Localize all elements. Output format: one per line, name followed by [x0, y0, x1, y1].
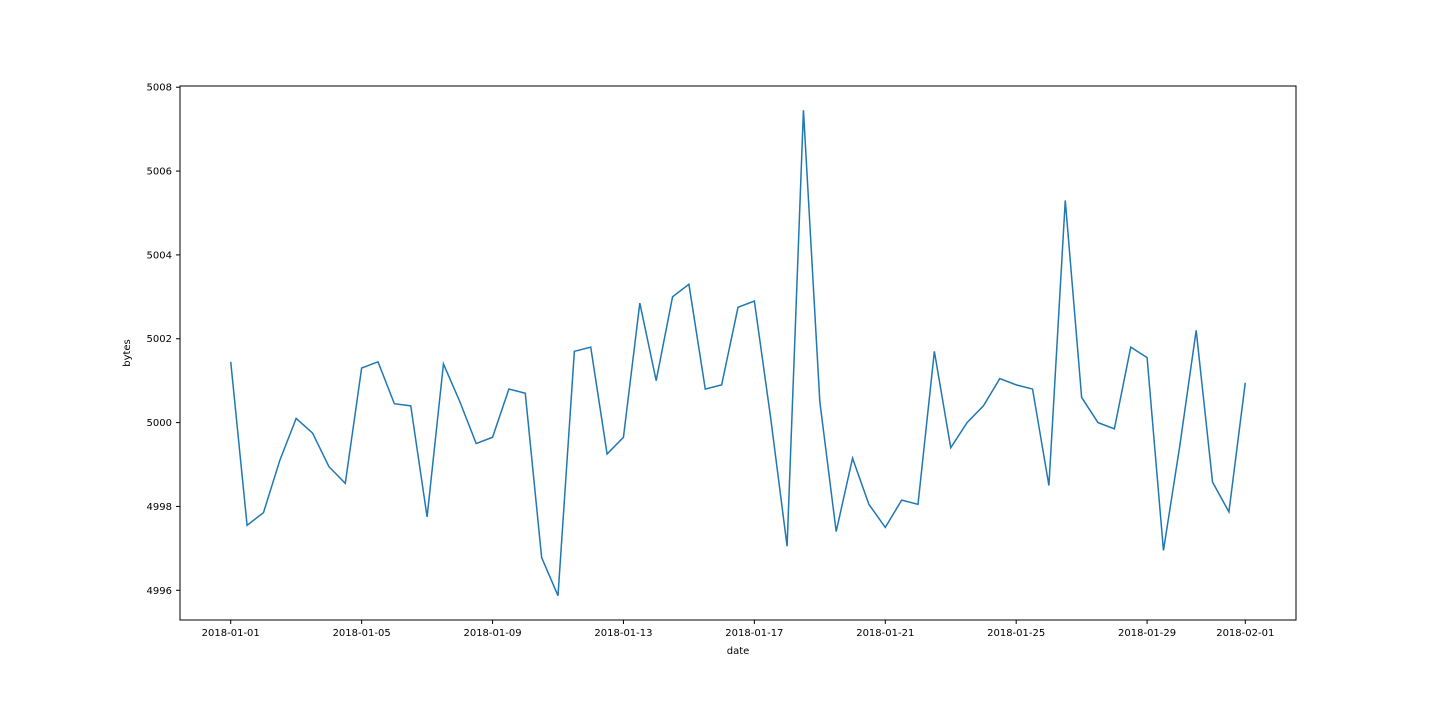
x-tick-label: 2018-01-09 — [463, 628, 521, 639]
y-tick-label: 5000 — [147, 418, 172, 429]
x-tick-label: 2018-01-01 — [202, 628, 260, 639]
x-tick-label: 2018-02-01 — [1216, 628, 1274, 639]
y-tick-label: 5004 — [147, 250, 172, 261]
y-axis-label: bytes — [122, 339, 133, 367]
x-tick-label: 2018-01-25 — [987, 628, 1045, 639]
x-tick-label: 2018-01-29 — [1118, 628, 1176, 639]
x-axis-label: date — [727, 646, 750, 657]
y-tick-label: 5008 — [147, 83, 172, 94]
bytes-series-line — [231, 110, 1246, 595]
y-tick-label: 5006 — [147, 167, 172, 178]
bytes-line-chart: 2018-01-01 2018-01-05 2018-01-09 2018-01-13… — [0, 0, 1440, 720]
plot-border — [180, 86, 1296, 620]
y-tick-label: 4996 — [147, 586, 172, 597]
x-tick-label: 2018-01-13 — [594, 628, 652, 639]
y-tick-label: 4998 — [147, 502, 172, 513]
x-tick-label: 2018-01-05 — [333, 628, 391, 639]
x-tick-label: 2018-01-21 — [856, 628, 914, 639]
chart-svg: 2018-01-01 2018-01-05 2018-01-09 2018-01-13… — [0, 0, 1440, 720]
y-tick-label: 5002 — [147, 334, 172, 345]
x-tick-label: 2018-01-17 — [725, 628, 783, 639]
